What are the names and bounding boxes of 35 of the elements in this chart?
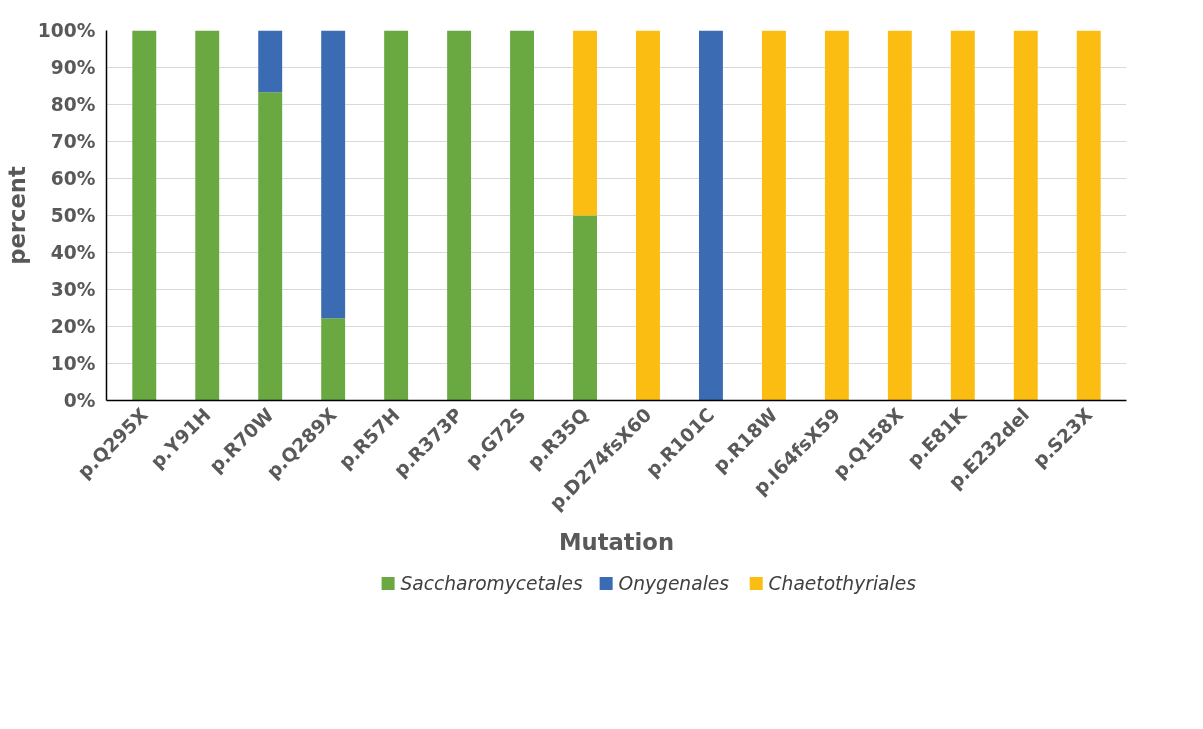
y-tick-label: 0% (63, 390, 96, 411)
y-axis-title: percent (3, 166, 30, 265)
legend-label: Chaetothyriales (768, 573, 917, 594)
legend-label: Onygenales (618, 573, 730, 594)
y-tick-label: 30% (50, 279, 96, 300)
bar (321, 318, 346, 401)
y-tick-label: 10% (50, 353, 96, 374)
bar (321, 30, 346, 319)
y-tick-label: 40% (50, 242, 96, 263)
bar (258, 92, 283, 401)
y-tick-label: 100% (37, 20, 96, 41)
y-tick-label: 70% (50, 131, 96, 152)
bar (258, 30, 283, 93)
y-tick-label: 90% (50, 57, 96, 78)
bar (573, 215, 597, 401)
y-tick-label: 80% (50, 94, 96, 115)
bar (698, 30, 723, 401)
bar (824, 30, 849, 401)
bar (761, 30, 786, 401)
bar (1076, 30, 1101, 401)
bar (1013, 30, 1038, 401)
bar (132, 30, 157, 401)
y-tick-label: 20% (50, 316, 96, 337)
bar (510, 30, 535, 401)
bar (636, 30, 660, 401)
bar (950, 30, 975, 401)
bar (573, 30, 597, 216)
bar (447, 30, 472, 401)
bar (887, 30, 912, 401)
y-tick-label: 50% (50, 205, 96, 226)
bar (384, 30, 409, 401)
legend-label: Saccharomycetales (400, 573, 583, 594)
y-tick-label: 60% (50, 168, 96, 189)
x-axis-title: Mutation (558, 529, 675, 556)
bar (195, 30, 220, 401)
